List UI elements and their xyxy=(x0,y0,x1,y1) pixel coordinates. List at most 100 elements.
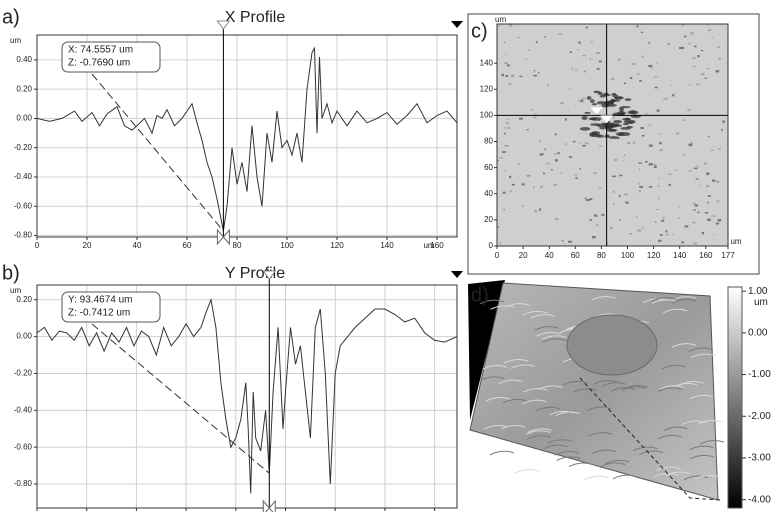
texture xyxy=(559,172,563,174)
texture xyxy=(696,165,699,168)
profile-line xyxy=(36,297,458,494)
texture xyxy=(596,52,600,54)
texture xyxy=(672,233,674,236)
y-tick-label: -0.80 xyxy=(14,479,33,488)
y-tick-label: 20 xyxy=(484,215,493,224)
texture xyxy=(681,241,685,244)
texture xyxy=(502,191,506,194)
texture xyxy=(498,379,523,385)
texture xyxy=(637,229,641,232)
texture xyxy=(699,184,701,187)
texture xyxy=(704,77,708,79)
colorbar-tick-label: -2.00 xyxy=(748,411,771,422)
texture xyxy=(683,475,709,481)
texture xyxy=(533,69,536,72)
texture xyxy=(665,234,669,236)
texture xyxy=(567,109,569,111)
texture xyxy=(581,116,588,121)
texture xyxy=(534,326,559,331)
texture xyxy=(663,217,665,219)
texture xyxy=(668,173,672,176)
texture xyxy=(550,169,554,171)
texture xyxy=(684,225,689,228)
cursor-top-marker xyxy=(262,270,277,280)
texture xyxy=(696,83,700,86)
texture xyxy=(579,142,581,144)
texture xyxy=(688,84,691,86)
texture xyxy=(527,49,531,51)
texture xyxy=(622,118,631,121)
texture xyxy=(530,108,533,111)
texture xyxy=(639,190,641,193)
texture xyxy=(692,65,696,68)
texture xyxy=(651,297,676,302)
colorbar-tick-label: -4.00 xyxy=(748,494,771,505)
texture xyxy=(689,454,714,460)
texture xyxy=(612,474,638,480)
texture xyxy=(584,197,587,200)
texture xyxy=(569,87,571,90)
texture xyxy=(718,57,721,60)
texture xyxy=(543,172,545,175)
texture xyxy=(659,148,663,152)
texture xyxy=(639,80,642,82)
texture xyxy=(681,24,685,26)
cursor-bottom-marker xyxy=(262,499,276,512)
panel-label: b) xyxy=(2,262,20,284)
texture xyxy=(689,394,714,400)
texture xyxy=(637,182,640,186)
x-tick-label: 140 xyxy=(673,251,687,260)
y-tick-label: 60 xyxy=(484,163,493,172)
texture xyxy=(541,338,567,343)
texture xyxy=(572,140,576,143)
texture xyxy=(564,118,567,121)
texture xyxy=(571,68,573,70)
texture xyxy=(537,72,540,74)
texture xyxy=(667,43,670,45)
plot-frame xyxy=(36,284,458,509)
y-axis-label: um xyxy=(10,36,21,45)
texture xyxy=(647,41,651,45)
texture xyxy=(519,75,523,78)
texture xyxy=(623,160,625,162)
y-tick-label: 0 xyxy=(489,241,494,250)
texture xyxy=(693,167,698,170)
height-map xyxy=(497,24,728,246)
texture xyxy=(699,440,725,445)
texture xyxy=(648,186,653,188)
texture xyxy=(618,132,631,137)
texture xyxy=(713,234,715,236)
texture xyxy=(648,163,652,166)
crosshair-marker xyxy=(600,115,613,124)
texture xyxy=(658,177,660,180)
texture xyxy=(554,451,580,456)
texture xyxy=(618,194,621,198)
texture xyxy=(504,145,509,147)
x-tick-label: 0 xyxy=(495,251,500,260)
texture xyxy=(569,156,572,159)
texture xyxy=(509,189,512,192)
texture xyxy=(656,208,660,210)
texture xyxy=(584,475,609,481)
texture xyxy=(697,55,700,58)
texture xyxy=(535,41,538,44)
texture xyxy=(627,121,634,124)
texture xyxy=(712,179,716,182)
y-tick-label: 0.20 xyxy=(16,84,32,93)
texture xyxy=(679,381,704,386)
x-tick-label: 120 xyxy=(647,251,661,260)
texture xyxy=(683,119,686,121)
texture xyxy=(692,202,695,205)
texture xyxy=(710,149,714,151)
texture xyxy=(568,240,573,243)
texture xyxy=(707,195,711,197)
texture xyxy=(653,472,679,478)
texture xyxy=(511,183,515,186)
texture xyxy=(591,131,601,135)
y-tick-label: 140 xyxy=(480,58,494,67)
texture xyxy=(540,185,543,189)
texture xyxy=(605,459,630,465)
texture xyxy=(599,94,606,98)
texture xyxy=(700,50,704,52)
cursor-box xyxy=(61,41,161,73)
